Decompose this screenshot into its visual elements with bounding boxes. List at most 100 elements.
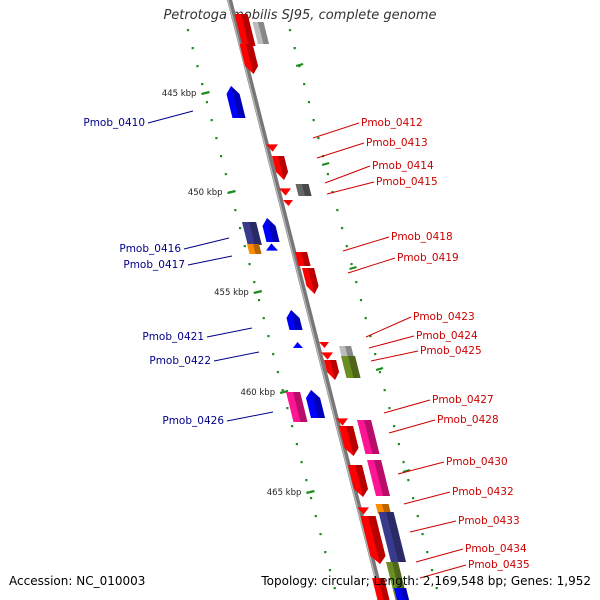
guide-dot [186,29,190,32]
leader-line [347,257,396,274]
leader-line [388,419,436,434]
gene-label-right: Pmob_0415 [376,176,438,188]
guide-dot [248,263,251,266]
gene-block [262,218,280,242]
leader-line [383,399,431,414]
leader-line [324,165,371,184]
label-leaders [147,110,467,579]
guide-dot [374,353,377,356]
kbp-tick [227,189,236,195]
guide-dot [336,209,339,212]
guide-dot [293,47,296,50]
gene-features [226,14,409,600]
guide-dot [205,101,209,104]
guide-dot [220,155,223,158]
leader-line [316,142,365,159]
leader-line [183,237,230,250]
gene-label-right: Pmob_0419 [397,252,459,264]
gene-block-shade [368,516,386,564]
guide-dot [300,461,303,464]
guide-dot [286,407,289,410]
guide-dot [369,335,372,338]
leader-line [326,181,375,195]
gene-block-shade [381,504,391,514]
gene-block [293,342,303,348]
topology-text: Topology: circular; Length: 2,169,548 bp… [261,574,591,588]
kbp-label: 465 kbp [267,488,302,498]
track-dash [321,161,330,167]
gene-label-left: Pmob_0422 [149,355,211,367]
gene-block [283,200,293,206]
leader-line [419,564,467,579]
genome-backbone [226,0,386,600]
gene-label-left: Pmob_0421 [142,331,204,343]
gene-block-shade [377,578,390,600]
guide-dot [364,317,367,320]
leader-line [370,350,419,362]
guide-dot [411,497,415,500]
guide-dot [309,497,313,500]
guide-dot [303,83,306,86]
guide-dot [345,245,348,248]
gene-block [357,420,380,454]
gene-block-shade [347,356,361,378]
guide-dot [288,29,292,32]
kbp-tick [201,90,210,96]
guide-dot [238,227,242,230]
gene-block [394,588,409,600]
gene-block-shade [345,426,359,456]
guide-dot [257,299,261,302]
leader-line [147,110,194,124]
gene-block-shade [385,512,406,562]
gene-block [321,352,333,360]
gene-block-shade [302,184,312,196]
guide-dot [307,101,311,104]
guide-dot [328,569,332,572]
guide-dot [234,209,237,212]
gene-block [319,342,329,348]
gene-block [295,184,312,196]
gene-label-left: Pmob_0426 [162,415,224,427]
gene-label-right: Pmob_0412 [361,117,423,129]
kbp-label: 445 kbp [162,89,197,99]
gene-block-shade [329,360,339,380]
gene-block [348,465,368,497]
track-dash [295,62,304,68]
gene-block-shade [311,390,325,418]
gene-label-left: Pmob_0416 [119,243,181,255]
guide-dot [215,137,218,140]
gene-block-shade [277,156,288,180]
gene-label-right: Pmob_0413 [366,137,428,149]
kbp-tick [253,289,263,295]
gene-block-shade [308,268,319,294]
gene-block-shade [267,218,280,242]
gene-labels: 445 kbp 450 kbp 455 kbp 460 kbp 465 kbp Pmob_… [83,89,529,571]
gene-block [239,44,258,74]
gene-block-shade [355,465,368,497]
guide-dot [312,119,315,122]
gene-block [234,14,256,46]
leader-line [415,548,464,563]
guide-dot [253,281,256,284]
guide-dot [426,551,429,554]
gene-block [378,512,406,562]
gene-label-right: Pmob_0430 [446,456,508,468]
gene-block [286,392,308,422]
guide-dot [276,371,280,374]
gene-block [366,460,390,496]
leader-line [213,351,260,362]
guide-dot [243,245,246,248]
leader-line [409,520,457,533]
guide-dot [378,371,382,374]
gene-label-right: Pmob_0435 [468,559,530,571]
gene-block-shade [258,22,269,44]
gene-label-right: Pmob_0424 [416,330,478,342]
kbp-label: 450 kbp [188,188,223,198]
accession-text: Accession: NC_010003 [9,574,146,588]
guide-dot [210,119,213,122]
gene-block [340,356,361,378]
gene-label-right: Pmob_0427 [432,394,494,406]
guide-dot [319,533,322,536]
gene-label-left: Pmob_0417 [123,259,185,271]
